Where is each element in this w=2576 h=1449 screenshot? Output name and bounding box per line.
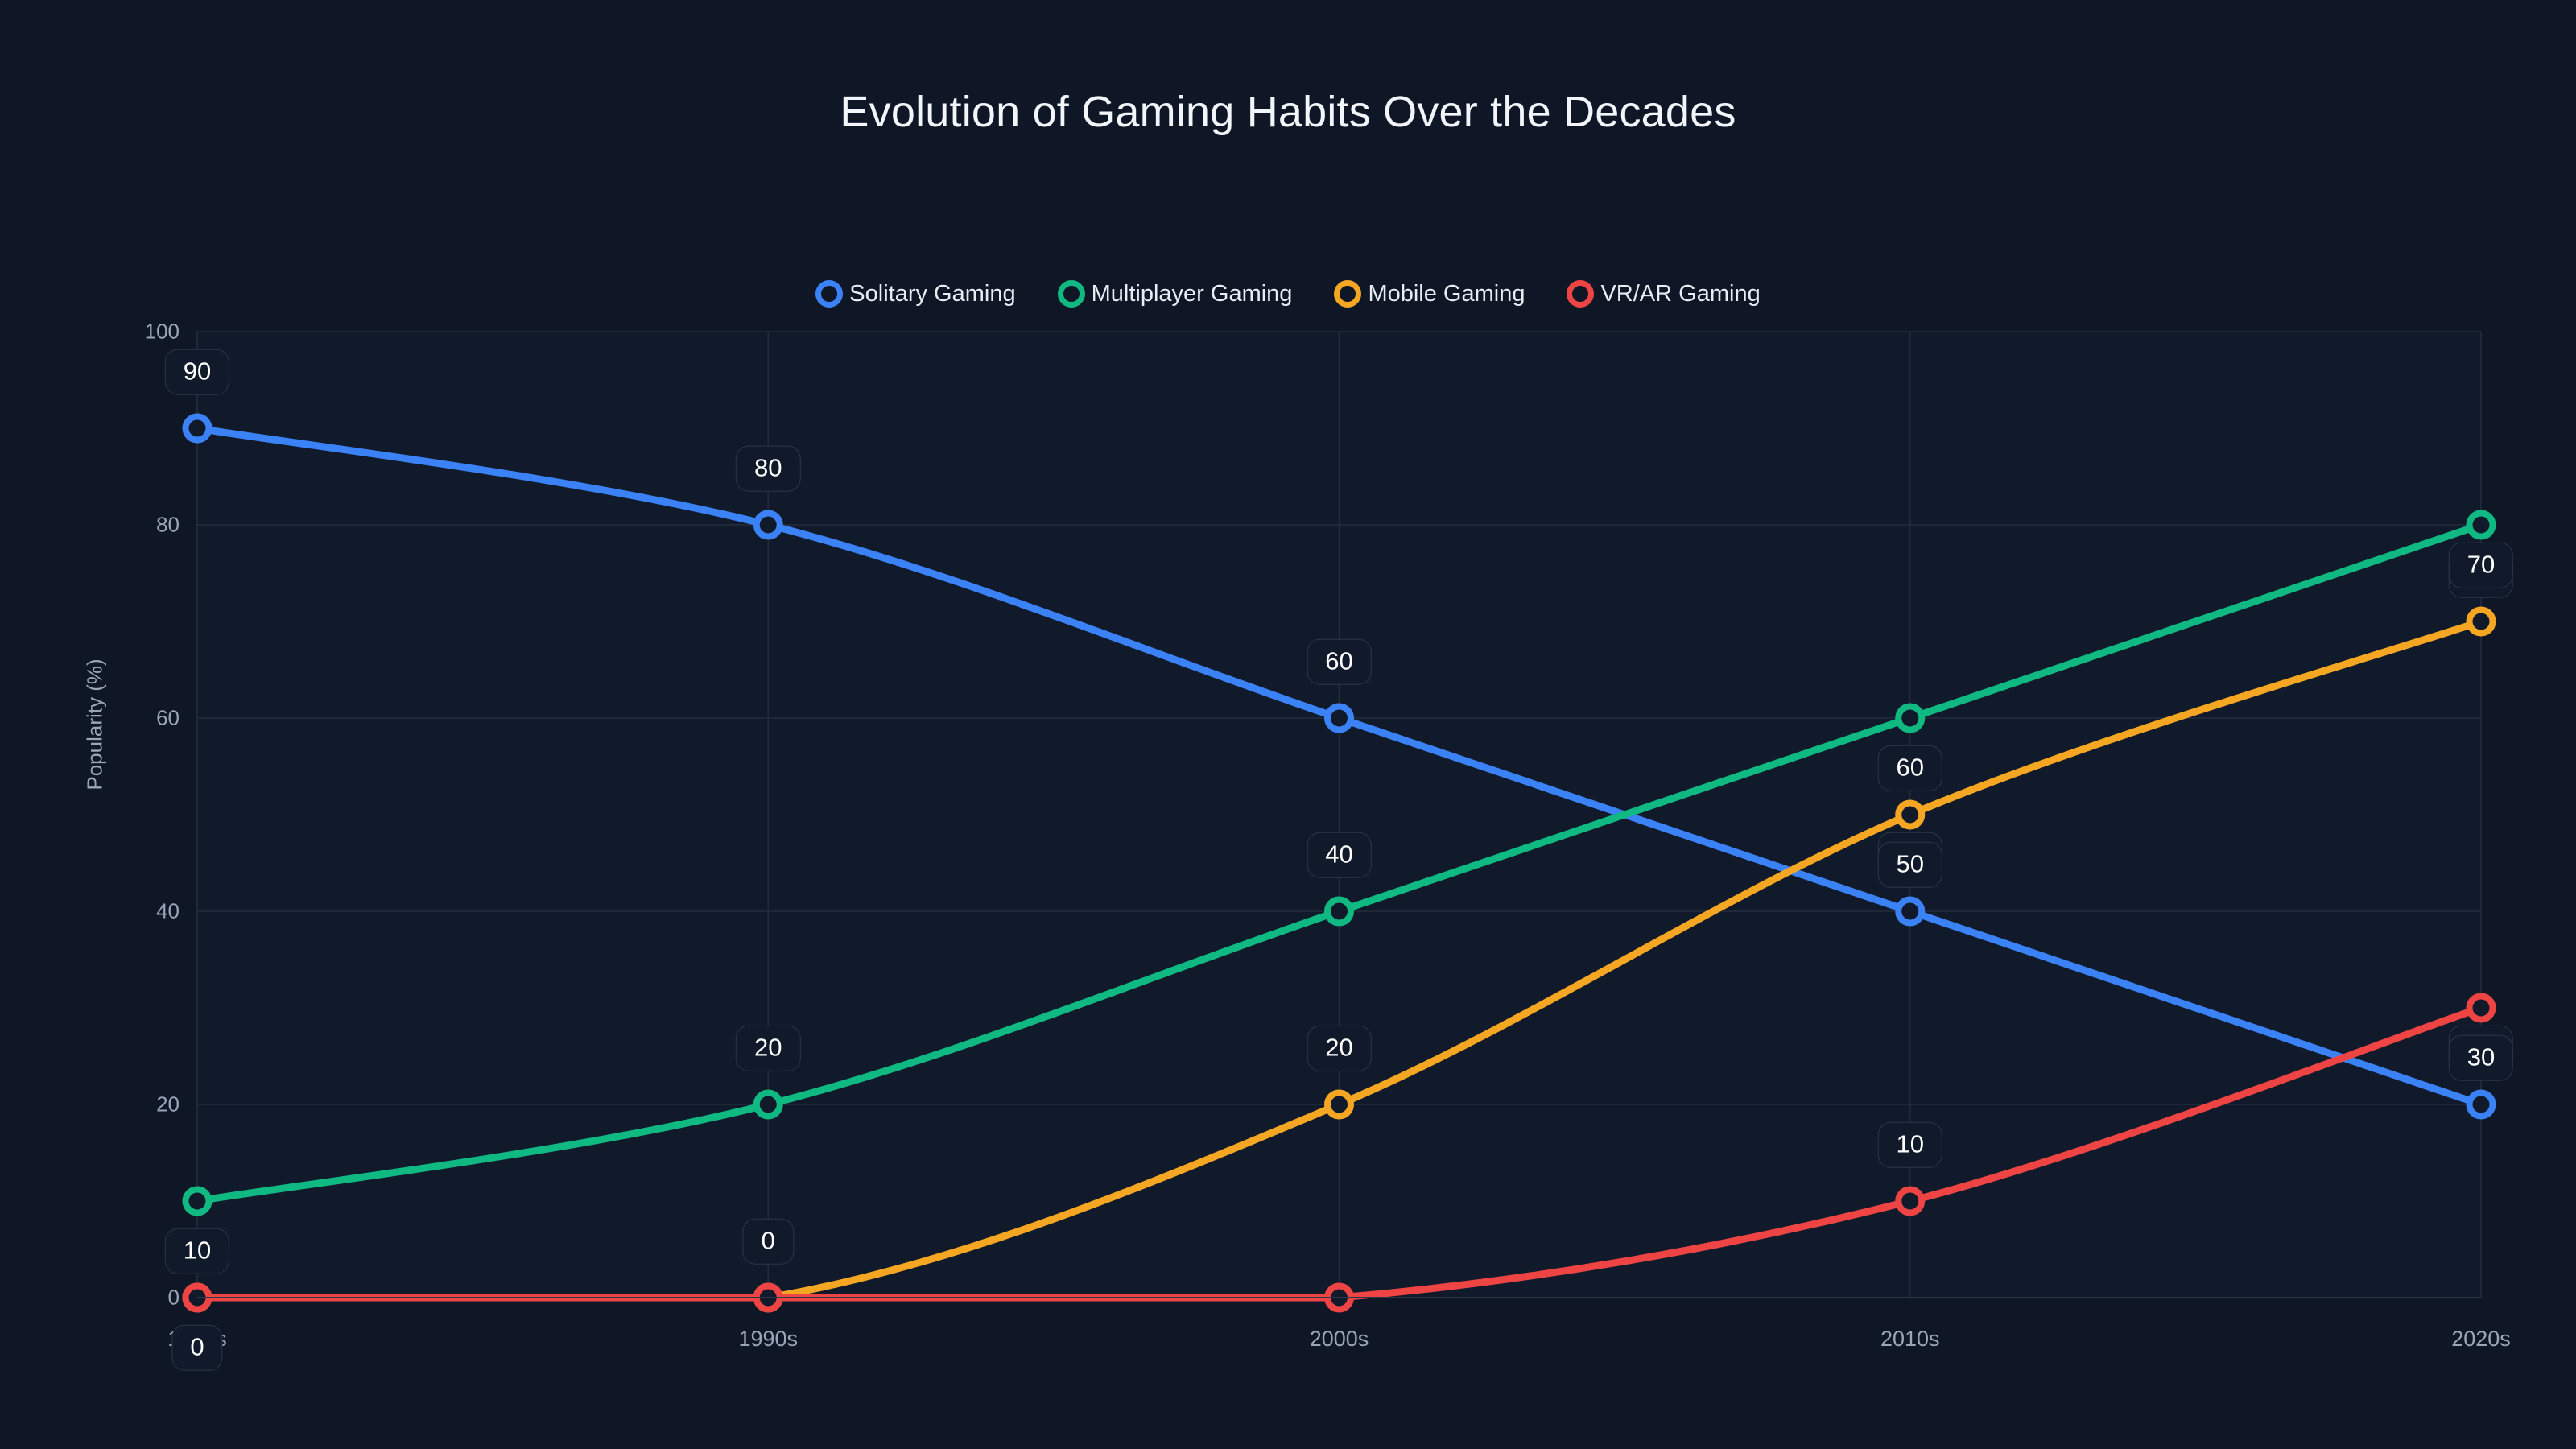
- data-point-marker[interactable]: [1324, 703, 1354, 733]
- x-tick-label: 2010s: [1880, 1327, 1940, 1351]
- data-point-marker[interactable]: [2466, 606, 2496, 637]
- data-label-badge: 70: [2448, 542, 2514, 588]
- legend-item-vr-ar-gaming[interactable]: VR/AR Gaming: [1567, 280, 1761, 308]
- data-point-marker[interactable]: [753, 1089, 783, 1120]
- data-label-badge: 60: [1877, 745, 1942, 791]
- y-tick-label: 100: [144, 319, 180, 344]
- data-point-marker[interactable]: [2466, 1089, 2496, 1120]
- data-label-badge: 80: [736, 445, 801, 492]
- data-point-marker[interactable]: [1895, 799, 1926, 830]
- data-label-badge: 40: [1307, 832, 1372, 878]
- chart-legend: Solitary Gaming Multiplayer Gaming Mobile …: [0, 280, 2576, 308]
- x-tick-label: 1990s: [738, 1327, 799, 1351]
- x-tick-label: 2000s: [1309, 1327, 1369, 1351]
- data-point-marker[interactable]: [2466, 510, 2496, 540]
- data-point-marker[interactable]: [1324, 1089, 1354, 1120]
- ring-marker-icon: [1567, 280, 1595, 308]
- y-tick-label: 0: [167, 1285, 180, 1310]
- data-point-marker[interactable]: [1895, 703, 1926, 733]
- legend-item-label: Mobile Gaming: [1368, 280, 1525, 307]
- legend-item-label: VR/AR Gaming: [1600, 280, 1761, 307]
- data-point-marker[interactable]: [182, 413, 213, 444]
- y-tick-label: 60: [156, 705, 180, 730]
- legend-item-label: Solitary Gaming: [849, 280, 1016, 307]
- data-label-badge: 20: [736, 1025, 801, 1071]
- data-point-marker[interactable]: [753, 510, 783, 540]
- page-title: Evolution of Gaming Habits Over the Deca…: [840, 88, 1736, 136]
- data-label-badge: 60: [1307, 638, 1372, 685]
- x-tick-label: 2020s: [2451, 1327, 2511, 1351]
- data-label-badge: 30: [2448, 1034, 2514, 1081]
- y-tick-label: 80: [156, 512, 180, 537]
- ring-marker-icon: [1057, 280, 1085, 308]
- legend-item-mobile-gaming[interactable]: Mobile Gaming: [1334, 280, 1525, 308]
- data-label-badge: 10: [164, 1228, 230, 1274]
- data-label-badge: 90: [164, 349, 230, 395]
- data-point-marker[interactable]: [1895, 1186, 1926, 1216]
- legend-item-solitary-gaming[interactable]: Solitary Gaming: [815, 280, 1016, 308]
- data-point-marker[interactable]: [182, 1186, 213, 1216]
- y-tick-label: 40: [156, 898, 180, 923]
- data-label-badge: 0: [171, 1324, 223, 1371]
- ring-marker-icon: [815, 280, 844, 308]
- data-label-badge: 20: [1307, 1025, 1372, 1071]
- data-point-marker[interactable]: [2466, 993, 2496, 1023]
- ring-marker-icon: [1334, 280, 1362, 308]
- legend-item-label: Multiplayer Gaming: [1091, 280, 1293, 307]
- data-label-badge: 50: [1877, 841, 1942, 888]
- legend-item-multiplayer-gaming[interactable]: Multiplayer Gaming: [1057, 280, 1293, 308]
- data-label-badge: 10: [1877, 1121, 1942, 1168]
- data-point-marker[interactable]: [1895, 896, 1926, 927]
- data-point-marker[interactable]: [1324, 896, 1354, 927]
- y-tick-label: 20: [156, 1092, 180, 1117]
- data-label-badge: 0: [742, 1218, 794, 1265]
